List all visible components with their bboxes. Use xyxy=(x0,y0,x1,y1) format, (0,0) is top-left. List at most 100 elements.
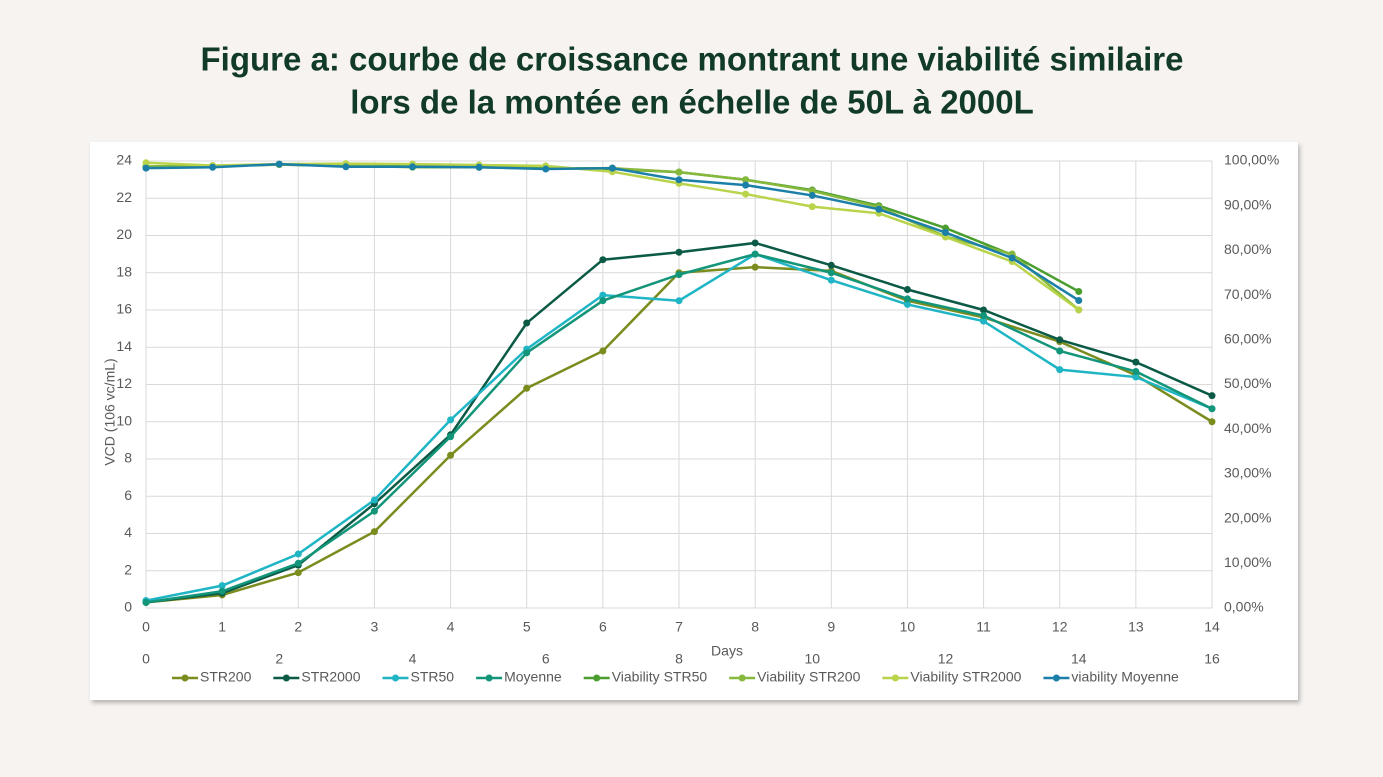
data-point xyxy=(1008,254,1016,262)
y2-tick-label: 80,00% xyxy=(1224,241,1271,257)
data-point xyxy=(675,271,683,279)
legend-swatch xyxy=(485,674,493,682)
legend-label: Viability STR200 xyxy=(757,669,860,685)
y-tick-label: 0 xyxy=(124,599,132,615)
legend-label: STR2000 xyxy=(301,669,360,685)
data-point xyxy=(523,384,531,392)
y-tick-label: 20 xyxy=(116,226,132,242)
data-point xyxy=(1056,336,1064,344)
y2-tick-label: 0,00% xyxy=(1224,599,1264,615)
y2-tick-label: 50,00% xyxy=(1224,375,1271,391)
y-axis-label: VCD (106 vc/mL) xyxy=(102,358,118,465)
x-tick-label: 10 xyxy=(900,619,916,635)
y-tick-label: 22 xyxy=(116,189,132,205)
data-point xyxy=(903,286,911,294)
data-point xyxy=(827,261,835,269)
legend-swatch xyxy=(891,674,899,682)
x-tick-label: 9 xyxy=(827,619,835,635)
data-point xyxy=(599,347,607,355)
data-point xyxy=(275,160,283,168)
data-point xyxy=(599,291,607,299)
data-point xyxy=(409,163,416,171)
data-point xyxy=(742,190,750,198)
legend-label: STR200 xyxy=(200,669,252,685)
chart-panel xyxy=(90,142,1298,700)
data-point xyxy=(980,306,988,314)
data-point xyxy=(751,250,759,258)
data-point xyxy=(599,297,607,305)
data-point xyxy=(599,256,607,264)
data-point xyxy=(342,163,350,171)
data-point xyxy=(742,181,750,189)
data-point xyxy=(218,582,226,590)
data-point xyxy=(1132,367,1140,375)
data-point xyxy=(1056,366,1064,374)
data-point xyxy=(608,164,616,172)
data-point xyxy=(827,276,835,284)
data-point xyxy=(447,433,455,441)
data-point xyxy=(142,164,150,172)
data-point xyxy=(751,263,759,271)
y2-tick-label: 40,00% xyxy=(1224,420,1271,436)
x-tick-label: 4 xyxy=(447,619,455,635)
data-point xyxy=(1075,296,1083,304)
chart-title: lors de la montée en échelle de 50L à 20… xyxy=(350,84,1034,121)
x-tick-label: 6 xyxy=(599,619,607,635)
y-tick-label: 24 xyxy=(116,152,132,168)
y-tick-label: 12 xyxy=(116,375,132,391)
y2-tick-label: 10,00% xyxy=(1224,554,1271,570)
x-tick-label: 14 xyxy=(1204,619,1220,635)
data-point xyxy=(1056,347,1064,355)
data-point xyxy=(808,191,816,199)
x2-tick-label: 12 xyxy=(938,651,954,667)
y-tick-label: 6 xyxy=(124,487,132,503)
legend-swatch xyxy=(181,674,189,682)
y-tick-label: 8 xyxy=(124,450,132,466)
y-tick-label: 2 xyxy=(124,561,132,577)
data-point xyxy=(675,297,683,305)
legend-swatch xyxy=(593,674,601,682)
data-point xyxy=(1075,306,1083,314)
legend-swatch xyxy=(1052,674,1060,682)
x-tick-label: 7 xyxy=(675,619,683,635)
data-point xyxy=(1208,418,1216,426)
data-point xyxy=(542,165,550,173)
data-point xyxy=(370,507,378,515)
legend-label: Moyenne xyxy=(504,669,562,685)
data-point xyxy=(742,176,750,184)
x2-tick-label: 8 xyxy=(675,651,683,667)
y-tick-label: 16 xyxy=(116,301,132,317)
x2-tick-label: 6 xyxy=(542,651,550,667)
legend-swatch xyxy=(738,674,746,682)
data-point xyxy=(370,528,378,536)
x2-tick-label: 10 xyxy=(804,651,820,667)
data-point xyxy=(980,317,988,325)
data-point xyxy=(142,159,150,167)
legend-swatch xyxy=(392,674,400,682)
data-point xyxy=(675,176,683,184)
data-point xyxy=(808,203,816,211)
data-point xyxy=(447,451,455,459)
data-point xyxy=(294,550,302,558)
x-tick-label: 3 xyxy=(371,619,379,635)
y-tick-label: 4 xyxy=(124,524,132,540)
data-point xyxy=(1208,405,1216,413)
data-point xyxy=(903,295,911,303)
data-point xyxy=(447,416,455,424)
x2-tick-label: 0 xyxy=(142,651,150,667)
data-point xyxy=(523,319,531,327)
data-point xyxy=(1208,392,1216,400)
data-point xyxy=(370,496,378,504)
y2-tick-label: 60,00% xyxy=(1224,331,1271,347)
legend-label: Viability STR2000 xyxy=(910,669,1021,685)
y-tick-label: 10 xyxy=(116,412,132,428)
legend-label: viability Moyenne xyxy=(1071,669,1179,685)
x2-tick-label: 14 xyxy=(1071,651,1087,667)
data-point xyxy=(294,569,302,577)
x2-tick-label: 16 xyxy=(1204,651,1220,667)
x-tick-label: 1 xyxy=(218,619,226,635)
data-point xyxy=(142,598,150,606)
x-tick-label: 11 xyxy=(976,619,991,635)
